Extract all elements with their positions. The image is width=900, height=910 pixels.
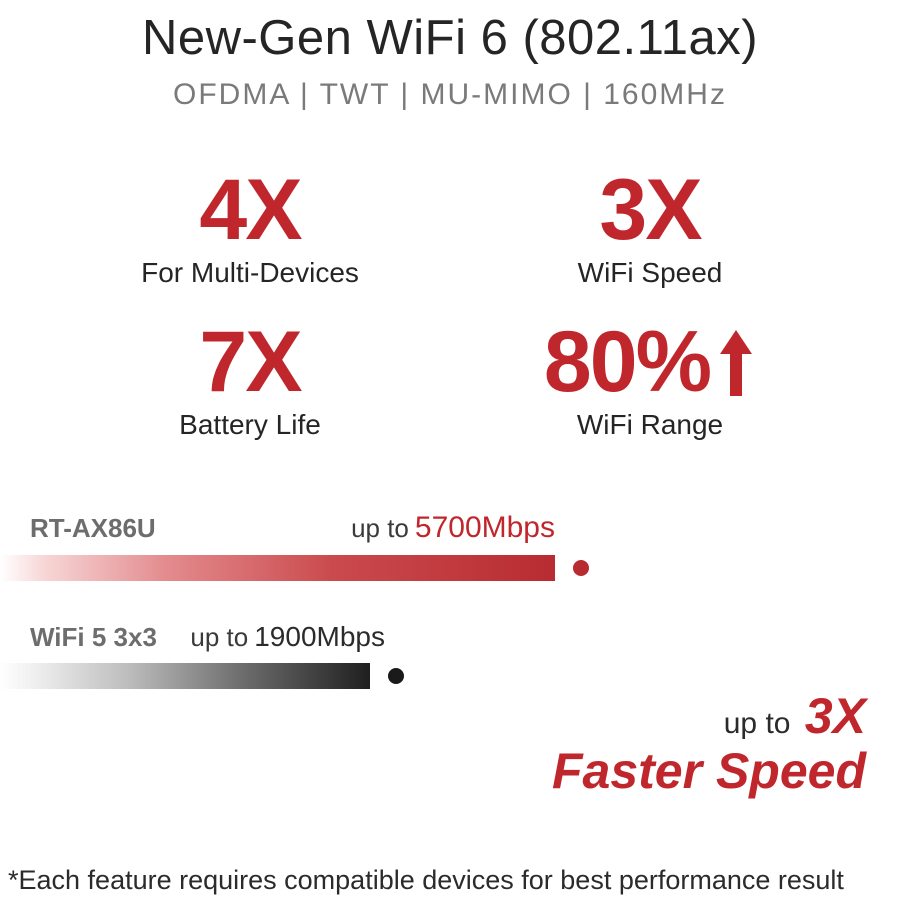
stat-label: Battery Life xyxy=(70,409,430,441)
stat-battery-life: 7X Battery Life xyxy=(70,319,430,441)
bar-fill xyxy=(0,555,555,581)
bar-speed: 5700Mbps xyxy=(415,511,555,545)
stat-value: 80% xyxy=(544,319,756,405)
bar-speed: 1900Mbps xyxy=(254,621,385,653)
speed-bars: RT-AX86U up to 5700Mbps WiFi 5 3x3 up to… xyxy=(0,511,900,689)
stat-value: 4X xyxy=(199,167,300,253)
bar-rt-ax86u: RT-AX86U up to 5700Mbps xyxy=(0,511,900,581)
page-subtitle: OFDMA | TWT | MU-MIMO | 160MHz xyxy=(0,78,900,112)
stat-value: 3X xyxy=(599,167,700,253)
stats-grid: 4X For Multi-Devices 3X WiFi Speed 7X Ba… xyxy=(70,167,830,441)
bar-track xyxy=(0,555,880,581)
bar-track xyxy=(0,663,880,689)
footnote: *Each feature requires compatible device… xyxy=(8,865,844,896)
callout-line1: up to 3X xyxy=(552,690,866,743)
callout-prefix: up to xyxy=(724,707,791,740)
bar-header: RT-AX86U up to 5700Mbps xyxy=(0,511,555,545)
bar-fill xyxy=(0,663,370,689)
bar-dot-icon xyxy=(573,560,589,576)
bar-wifi5: WiFi 5 3x3 up to 1900Mbps xyxy=(0,621,900,689)
callout-multiplier: 3X xyxy=(805,688,866,744)
bar-upto: up to xyxy=(190,622,248,653)
stat-label: WiFi Speed xyxy=(470,257,830,289)
callout-line2: Faster Speed xyxy=(552,745,866,798)
stat-multi-devices: 4X For Multi-Devices xyxy=(70,167,430,289)
stat-label: For Multi-Devices xyxy=(70,257,430,289)
bar-name: WiFi 5 3x3 xyxy=(30,622,157,653)
stat-value: 7X xyxy=(199,319,300,405)
stat-wifi-range: 80% WiFi Range xyxy=(470,319,830,441)
bar-header: WiFi 5 3x3 up to 1900Mbps xyxy=(0,621,385,653)
speed-callout: up to 3X Faster Speed xyxy=(552,690,866,797)
bar-name: RT-AX86U xyxy=(30,513,156,544)
stat-value-text: 80% xyxy=(544,319,710,405)
stat-wifi-speed: 3X WiFi Speed xyxy=(470,167,830,289)
bar-dot-icon xyxy=(388,668,404,684)
page-title: New-Gen WiFi 6 (802.11ax) xyxy=(0,10,900,66)
stat-label: WiFi Range xyxy=(470,409,830,441)
arrow-up-icon xyxy=(716,326,756,398)
bar-upto: up to xyxy=(351,513,409,544)
